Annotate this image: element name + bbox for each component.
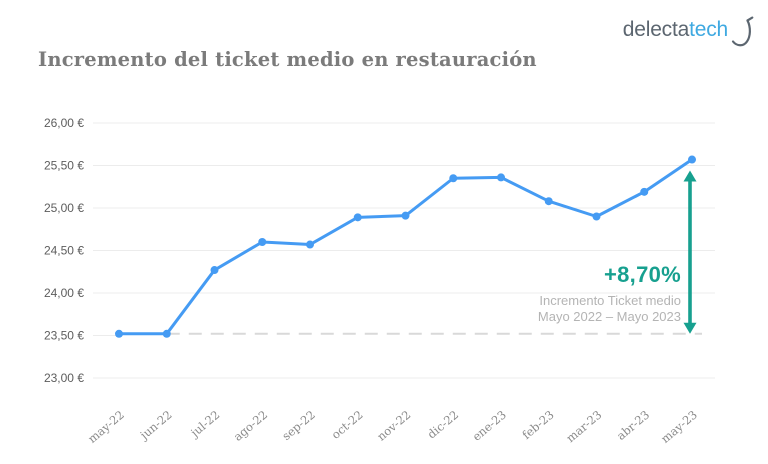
brand-name-primary: delecta — [622, 18, 690, 41]
y-axis-tick-label: 26,00 € — [44, 116, 84, 130]
x-axis-tick-label: nov-22 — [374, 408, 413, 444]
y-axis-tick-label: 25,50 € — [44, 159, 84, 173]
data-point — [258, 238, 267, 246]
growth-caption-line2: Mayo 2022 – Mayo 2023 — [537, 308, 681, 324]
data-point — [401, 211, 410, 220]
chart-title: Incremento del ticket medio en restaurac… — [38, 48, 537, 71]
x-axis-tick-label: may-22 — [85, 408, 127, 446]
y-axis-tick-label: 24,50 € — [44, 244, 84, 258]
data-point — [592, 212, 601, 221]
data-point — [688, 155, 696, 164]
data-point — [353, 213, 362, 222]
data-point — [449, 174, 458, 183]
x-axis-tick-label: sep-22 — [279, 408, 318, 444]
data-point — [544, 197, 553, 206]
y-axis-tick-label: 24,00 € — [44, 286, 84, 300]
x-axis-tick-label: jun-22 — [136, 408, 175, 444]
data-point — [497, 173, 505, 182]
brand-swoosh-icon — [731, 16, 754, 47]
x-axis-tick-label: ago-22 — [231, 408, 270, 444]
x-axis-tick-label: feb-23 — [519, 408, 556, 442]
brand-name-secondary: tech — [689, 18, 728, 41]
data-point — [210, 266, 219, 275]
data-point — [640, 187, 649, 196]
y-axis-tick-label: 23,50 € — [44, 329, 84, 343]
growth-caption-line1: Incremento Ticket medio — [539, 293, 681, 308]
data-point — [306, 240, 314, 249]
x-axis-tick-label: jul-22 — [186, 408, 222, 441]
growth-arrow-head-bottom-icon — [683, 322, 697, 334]
x-axis-tick-label: abr-23 — [614, 408, 652, 443]
brand-logo: delecta tech — [623, 15, 754, 50]
growth-annotation: +8,70% Incremento Ticket medio Mayo 2022… — [538, 262, 681, 324]
x-axis-tick-label: may-23 — [658, 408, 700, 446]
growth-percentage: +8,70% — [603, 262, 681, 287]
x-axis-tick-label: oct-22 — [329, 408, 366, 442]
data-point — [162, 329, 171, 338]
y-axis-tick-label: 25,00 € — [44, 201, 84, 215]
x-axis-tick-label: ene-23 — [470, 408, 509, 444]
data-point — [115, 329, 123, 338]
y-axis-tick-label: 23,00 € — [44, 371, 84, 385]
growth-arrow-head-top-icon — [683, 170, 697, 182]
x-axis-tick-label: dic-22 — [425, 408, 462, 442]
x-axis-tick-label: mar-23 — [563, 408, 604, 446]
